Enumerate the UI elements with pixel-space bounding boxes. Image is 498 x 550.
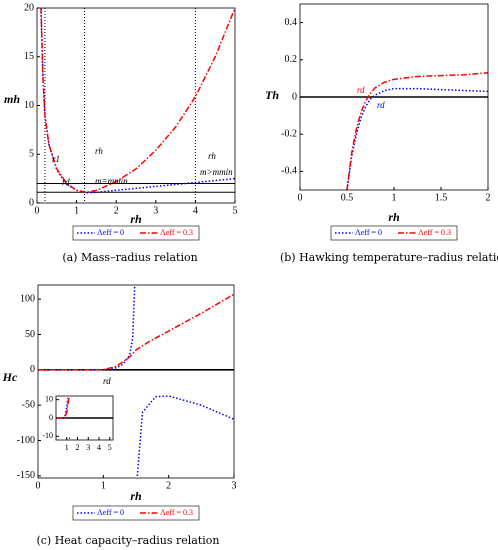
annotation: rd: [103, 376, 111, 386]
caption: (a) Mass–radius relation: [62, 251, 197, 264]
plot-area: [38, 285, 234, 476]
y-tick-label: 10: [45, 394, 53, 403]
series-line: [38, 285, 234, 476]
legend-label: Λeff = 0: [355, 228, 382, 237]
x-tick-label: 1: [392, 192, 397, 203]
plot-frame: [36, 7, 236, 204]
y-axis-label: mh: [4, 92, 20, 106]
legend-label: Λeff = 0.3: [160, 228, 193, 237]
inset-background: [44, 392, 117, 454]
x-tick-label: 3: [232, 480, 237, 491]
chart: 0 0.5 1 1.5 2 -0.4 -0.2 0 0.2 0.4 rh Th rd rd Λeff = 0…: [265, 3, 498, 264]
x-tick-label: 2: [486, 192, 491, 203]
annotation: m=mmin: [95, 176, 128, 186]
series-line: [40, 8, 235, 194]
annotation: rd: [377, 100, 385, 110]
y-tick-label: 0.4: [285, 17, 298, 28]
y-axis-label: Hc: [2, 370, 18, 384]
annotation: rd: [357, 85, 365, 95]
x-tick-label: 0: [36, 480, 41, 491]
legend-label: Λeff = 0: [97, 228, 124, 237]
y-tick-label: 0: [49, 413, 53, 422]
x-tick-label: 5: [233, 205, 238, 216]
annotation: m>mmin: [200, 167, 233, 177]
series-line: [40, 8, 235, 194]
y-tick-label: -10: [42, 431, 53, 440]
series-line: [56, 397, 70, 419]
y-tick-label: 15: [24, 51, 34, 62]
x-tick-label: 0: [298, 192, 303, 203]
y-axis-label: Th: [265, 88, 279, 102]
x-tick-label: 3: [153, 205, 158, 216]
y-tick-label: -150: [17, 470, 35, 481]
plot-frame: [55, 395, 114, 441]
x-tick-label: 1: [101, 480, 106, 491]
inset-chart: 1 2 3 4 5 -10 0 10: [42, 392, 117, 454]
legend-label: Λeff = 0: [97, 508, 124, 517]
x-tick-label: 2: [166, 480, 171, 491]
x-tick-label: 1.5: [435, 192, 448, 203]
x-tick-label: 0.5: [341, 192, 354, 203]
annotation: rd: [62, 177, 70, 187]
y-tick-label: -100: [17, 435, 35, 446]
x-tick-label: 0: [35, 205, 40, 216]
series-line: [346, 87, 488, 190]
y-tick-label: 20: [24, 2, 34, 13]
series-line: [38, 293, 234, 371]
x-tick-label: 1: [65, 443, 69, 452]
legend-box: [330, 225, 458, 241]
legend-label: Λeff = 0.3: [418, 228, 451, 237]
y-tick-label: 0: [29, 197, 34, 208]
x-axis-label: rh: [130, 212, 142, 226]
x-tick-label: 5: [108, 443, 112, 452]
legend-label: Λeff = 0.3: [160, 508, 193, 517]
x-tick-label: 4: [97, 443, 101, 452]
x-tick-label: 2: [76, 443, 80, 452]
legend-box: [72, 225, 200, 241]
x-tick-label: 3: [86, 443, 90, 452]
x-axis-label: rh: [130, 489, 142, 503]
annotation: rh: [208, 151, 216, 161]
chart: 0 1 2 3 4 5 0 5 10 15 20 rh mh r1 rd rh rh m=mmin m>mmin Λe…: [4, 2, 238, 264]
x-tick-label: 4: [193, 205, 198, 216]
plot-area: [300, 72, 488, 190]
caption: (b) Hawking temperature–radius relation: [280, 251, 498, 264]
series-line: [346, 72, 488, 190]
y-tick-label: 0: [292, 91, 297, 102]
y-tick-label: 10: [24, 100, 34, 111]
x-tick-label: 2: [114, 205, 119, 216]
annotation: rh: [95, 146, 103, 156]
y-tick-label: 0.2: [285, 54, 298, 65]
y-tick-label: -0.4: [281, 166, 297, 177]
plot-area: [56, 397, 113, 439]
y-tick-label: -50: [22, 399, 35, 410]
y-tick-label: 50: [25, 329, 35, 340]
caption: (c) Heat capacity–radius relation: [36, 534, 219, 547]
plot-frame: [299, 3, 489, 191]
x-tick-label: 1: [74, 205, 79, 216]
plot-area: [37, 8, 235, 203]
annotation: r1: [52, 154, 60, 164]
legend-box: [72, 505, 200, 521]
x-axis-label: rh: [388, 210, 400, 224]
y-tick-label: -0.2: [281, 128, 297, 139]
y-tick-label: 100: [20, 293, 35, 304]
y-tick-label: 0: [30, 364, 35, 375]
y-tick-label: 5: [29, 149, 34, 160]
plot-frame: [37, 284, 235, 479]
